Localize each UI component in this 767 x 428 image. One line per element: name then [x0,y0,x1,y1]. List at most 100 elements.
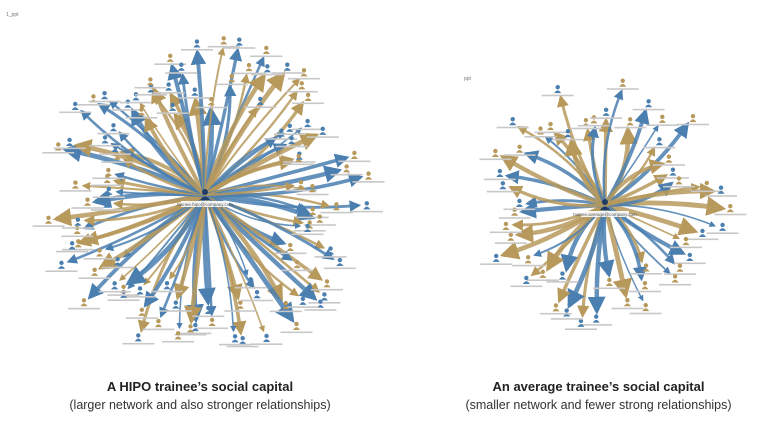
hipo-node-label-placeholder [62,248,95,251]
hipo-node-label-placeholder [61,235,94,238]
average-person-node [690,180,723,193]
hipo-edge [112,193,206,210]
hipo-node-label-placeholder [179,332,212,335]
average-person-node [539,303,572,315]
average-node-label-placeholder [670,246,702,249]
hipo-person-node [78,267,111,279]
hipo-node-label-placeholder [59,111,92,114]
hipo-person-node [215,73,248,86]
hipo-node-label-placeholder [156,112,189,114]
average-person-node [643,137,676,149]
average-edge [604,202,699,236]
hipo-person-node [178,87,211,99]
hipo-node-label-placeholder [192,315,225,318]
hipo-node-label-placeholder [78,277,111,279]
average-person-node [526,269,559,281]
average-node-label-placeholder [593,287,626,290]
hipo-person-node [56,241,89,253]
hipo-node-label-placeholder [323,267,356,270]
average-person-node [629,281,661,293]
hipo-edge [122,158,206,197]
hipo-person-node [350,201,383,213]
hipo-node-label-placeholder [330,173,363,176]
average-person-node [479,148,512,161]
hipo-node-label-placeholder [122,342,155,345]
hipo-node-label-placeholder [250,55,283,58]
hipo-edge [202,71,286,197]
hipo-node-label-placeholder [151,290,183,293]
hipo-person-node [304,299,337,311]
hipo-node-label-placeholder [154,63,187,65]
hipo-node-label-placeholder [120,101,152,104]
hipo-person-node [320,202,353,214]
average-node-label-placeholder [690,190,723,193]
hipo-node-label-placeholder [288,77,320,80]
hipo-person-node [275,135,308,148]
hipo-node-label-placeholder [306,136,339,138]
hipo-person-node [314,246,347,258]
hipo-person-node [68,298,100,310]
hipo-node-label-placeholder [215,83,248,86]
hipo-center-label: trainee.hipo@company.com [177,202,233,207]
average-node-label-placeholder [630,273,663,275]
average-person-node [652,154,685,166]
average-node-label-placeholder [565,328,597,330]
hipo-node-label-placeholder [92,177,125,180]
hipo-person-node [274,242,307,255]
hipo-person-node [180,39,213,51]
hipo-node-label-placeholder [304,309,337,311]
hipo-person-node [122,333,155,345]
hipo-edge [204,173,364,198]
average-node-label-placeholder [480,263,513,265]
hipo-person-node [174,324,207,336]
average-node-label-placeholder [643,146,676,149]
hipo-person-node [296,206,329,219]
hipo-node-label-placeholder [53,147,86,150]
hipo-person-node [284,179,317,192]
hipo-edge [204,184,306,196]
hipo-person-node [59,180,92,192]
hipo-person-node [53,137,86,150]
hipo-node-label-placeholder [142,328,175,331]
hipo-node-label-placeholder [314,256,347,258]
hipo-person-node [192,305,225,318]
hipo-person-node [162,331,195,343]
average-person-node [480,253,513,265]
hipo-person-node [250,333,283,345]
hipo-node-label-placeholder [111,109,144,111]
average-node-label-placeholder [606,88,639,90]
hipo-center-node: trainee.hipo@company.com [177,189,233,207]
average-node-label-placeholder [479,158,512,161]
hipo-person-node [282,153,315,166]
average-node-label-placeholder [677,123,709,126]
hipo-node-label-placeholder [296,193,329,196]
average-nodes [479,78,747,330]
hipo-node-label-placeholder [59,190,92,192]
average-node-label-placeholder [526,279,559,281]
hipo-node-label-placeholder [234,286,267,289]
hipo-node-label-placeholder [125,117,158,119]
hipo-node-label-placeholder [338,160,371,163]
hipo-person-node [107,284,140,296]
average-node-label-placeholder [705,195,737,197]
average-center-node: trainee.average@company.com [573,199,637,217]
hipo-node-label-placeholder [159,310,192,312]
hipo-person-node [32,215,65,227]
average-edge [602,89,624,206]
hipo-node-label-placeholder [174,333,207,336]
average-person-node [569,117,602,130]
average-node-label-placeholder [546,281,579,283]
hipo-node-label-placeholder [98,290,131,293]
hipo-node-label-placeholder [88,100,121,103]
average-node-label-placeholder [629,312,662,315]
hipo-person-node [92,186,125,198]
hipo-node-label-placeholder [207,45,240,48]
hipo-node-label-placeholder [291,233,324,236]
average-node-label-placeholder [629,290,661,293]
average-edge [508,185,606,208]
hipo-person-node [142,318,175,331]
average-node-label-placeholder [632,108,665,111]
hipo-node-label-placeholder [292,102,325,105]
average-node-label-placeholder [551,138,584,141]
hipo-node-label-placeholder [311,288,343,291]
